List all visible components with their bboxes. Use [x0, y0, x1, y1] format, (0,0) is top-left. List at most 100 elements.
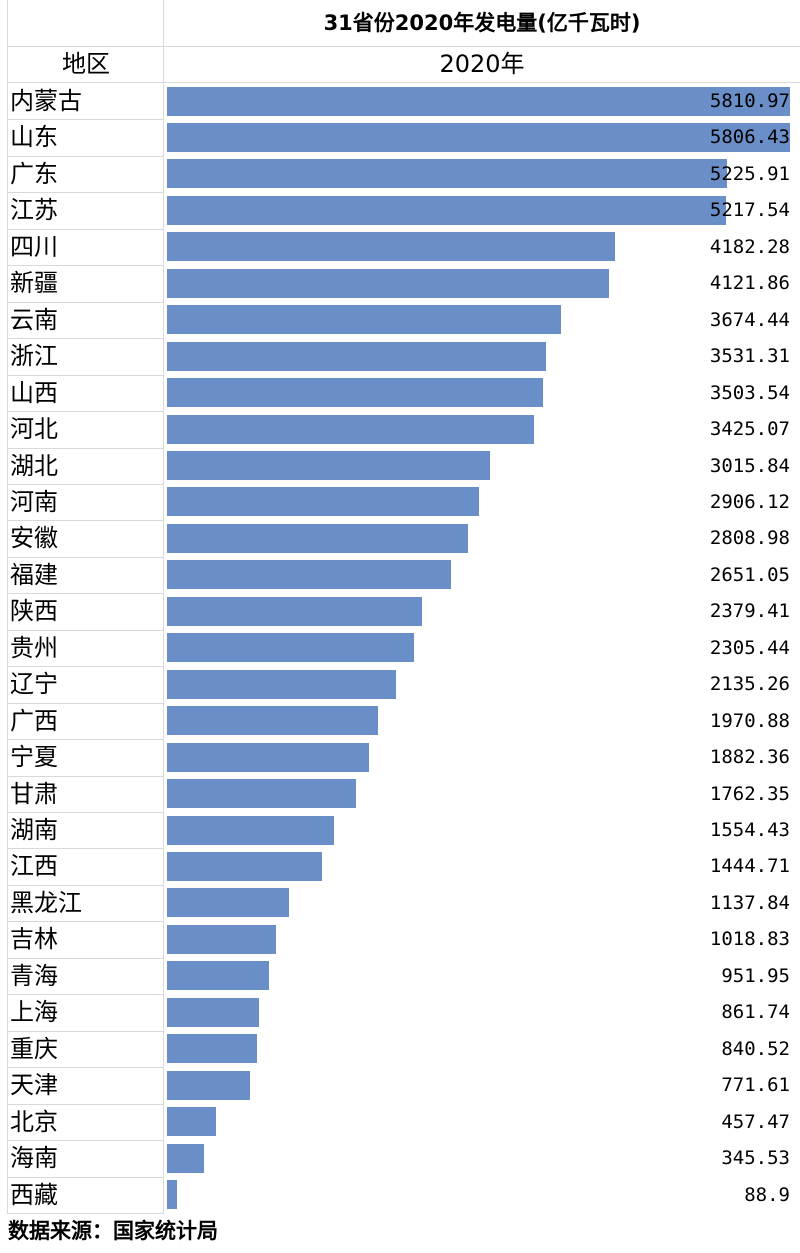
- row-divider: [7, 374, 164, 376]
- bar: [167, 1034, 258, 1064]
- bar: [167, 1070, 250, 1100]
- row-divider: [7, 520, 164, 522]
- region-label: 湖南: [10, 816, 58, 844]
- row-divider: [7, 702, 164, 704]
- region-label: 浙江: [10, 342, 58, 371]
- value-label: 3425.07: [709, 418, 790, 441]
- bar: [167, 997, 260, 1027]
- row-divider: [7, 994, 164, 996]
- row-divider: [7, 666, 164, 668]
- region-label: 新疆: [10, 269, 58, 298]
- row-divider: [7, 884, 164, 886]
- region-label: 福建: [10, 560, 58, 589]
- value-label: 5806.43: [709, 126, 790, 149]
- value-label: 2906.12: [709, 490, 790, 513]
- bar: [167, 560, 452, 590]
- region-label: 广西: [10, 706, 58, 735]
- region-label: 山西: [10, 378, 58, 407]
- region-label: 四川: [10, 232, 58, 261]
- bar: [167, 451, 491, 480]
- row-divider: [7, 957, 164, 959]
- bar: [167, 815, 334, 845]
- bar: [167, 924, 277, 954]
- bar: [167, 523, 469, 553]
- row-divider: [7, 1030, 164, 1032]
- value-label: 3674.44: [709, 308, 790, 331]
- row-divider: [7, 921, 164, 923]
- region-label: 重庆: [10, 1034, 58, 1063]
- value-label: 1554.43: [709, 819, 790, 841]
- value-label: 5810.97: [709, 90, 790, 112]
- value-label: 4182.28: [709, 235, 790, 258]
- region-label: 内蒙古: [10, 87, 82, 115]
- bar: [167, 305, 561, 335]
- bar: [167, 961, 270, 991]
- value-label: 3531.31: [709, 345, 790, 368]
- row-divider: [7, 192, 164, 194]
- bar: [167, 779, 356, 809]
- bar: [167, 414, 535, 444]
- region-label: 海南: [10, 1144, 58, 1173]
- value-label: 4121.86: [709, 272, 790, 295]
- row-divider: [7, 556, 164, 558]
- value-label: 2379.41: [709, 600, 790, 623]
- bar: [167, 851, 322, 881]
- row-divider: [7, 1140, 164, 1142]
- value-label: 457.47: [721, 1110, 790, 1133]
- row-divider: [7, 1212, 164, 1214]
- region-label: 安徽: [10, 524, 58, 553]
- row-divider: [7, 483, 164, 485]
- region-label: 宁夏: [10, 743, 58, 772]
- region-header: 地区: [62, 50, 110, 78]
- region-label: 北京: [10, 1107, 58, 1136]
- value-label: 1444.71: [709, 855, 790, 878]
- bar: [167, 596, 423, 626]
- bar: [167, 487, 479, 517]
- row-divider: [7, 265, 164, 267]
- value-label: 5225.91: [709, 162, 790, 185]
- row-divider: [7, 155, 164, 157]
- bar: [167, 122, 790, 152]
- value-label: 88.9: [744, 1183, 790, 1206]
- region-label: 云南: [10, 305, 58, 334]
- bar: [167, 378, 543, 408]
- grid-line-vertical: [7, 0, 8, 1213]
- grid-line-horizontal: [7, 82, 800, 83]
- value-label: 951.95: [721, 964, 790, 987]
- value-label: 2305.44: [709, 636, 790, 659]
- value-label: 1137.84: [709, 891, 790, 914]
- grid-line-vertical: [163, 0, 164, 1213]
- region-label: 吉林: [10, 925, 58, 954]
- chart-title: 31省份2020年发电量(亿千瓦时): [323, 11, 641, 35]
- value-label: 1018.83: [709, 928, 790, 951]
- row-divider: [7, 338, 164, 340]
- bar: [167, 1180, 177, 1209]
- row-divider: [7, 812, 164, 813]
- bar: [167, 633, 415, 663]
- bar: [167, 888, 289, 918]
- value-label: 771.61: [721, 1074, 790, 1097]
- grid-line-horizontal: [7, 46, 800, 47]
- value-label: 840.52: [721, 1037, 790, 1060]
- bar: [167, 1107, 217, 1137]
- region-label: 河北: [10, 415, 58, 444]
- value-label: 861.74: [721, 1001, 790, 1024]
- bar: [167, 159, 728, 189]
- bar: [167, 268, 609, 298]
- row-divider: [7, 228, 164, 230]
- row-divider: [7, 848, 164, 850]
- region-label: 天津: [10, 1071, 58, 1100]
- region-label: 山东: [10, 123, 58, 152]
- bar: [167, 86, 790, 116]
- row-divider: [7, 1067, 164, 1069]
- region-label: 湖北: [10, 451, 58, 480]
- region-label: 黑龙江: [10, 888, 82, 917]
- bar: [167, 706, 379, 736]
- row-divider: [7, 447, 164, 449]
- value-label: 3503.54: [709, 381, 790, 404]
- bar: [167, 669, 396, 699]
- bar: [167, 742, 369, 772]
- row-divider: [7, 593, 164, 595]
- region-label: 江苏: [10, 196, 58, 225]
